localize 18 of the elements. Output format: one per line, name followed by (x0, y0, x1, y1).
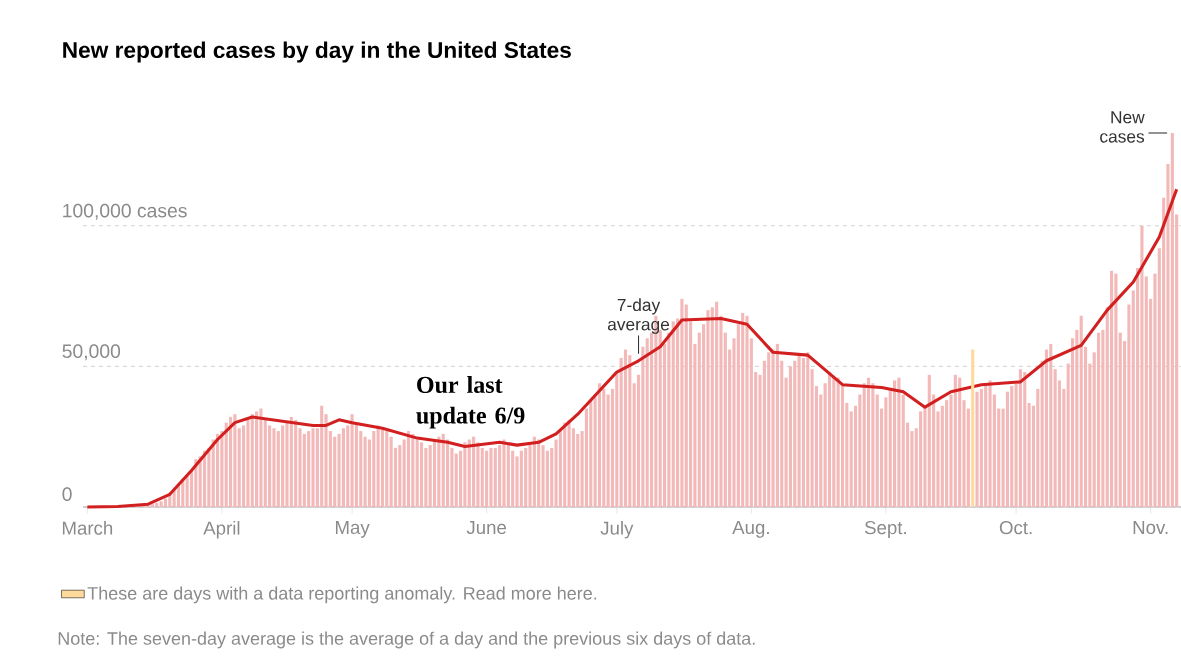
x-tick-label: Nov. (1133, 521, 1168, 535)
series-label: 7-day average (607, 298, 670, 334)
chart-title: New reported cases by day in the United States (63, 41, 571, 63)
x-tick-label: July (600, 521, 634, 539)
text: Note: The seven-day average is the average of a day and the previous six days of data. (58, 631, 755, 649)
x-tick-label: March (62, 521, 113, 535)
y-tick-label: 50,000 (62, 344, 121, 361)
x-tick-label: April (203, 521, 240, 539)
legend-label: These are days with a data reporting anomaly. Read more here. (87, 586, 597, 604)
annotation: Our last update 6/9 (416, 376, 525, 429)
y-tick-label: 100,000 cases (63, 203, 187, 220)
x-tick-label: June (466, 521, 507, 535)
x-tick-label: Oct. (999, 521, 1032, 535)
x-tick-label: Aug. (732, 521, 769, 538)
x-tick-label: Sept. (864, 521, 906, 538)
x-tick-label: May (335, 521, 370, 538)
series-label: New cases (1100, 111, 1145, 143)
y-tick-label: 0 (62, 487, 72, 501)
